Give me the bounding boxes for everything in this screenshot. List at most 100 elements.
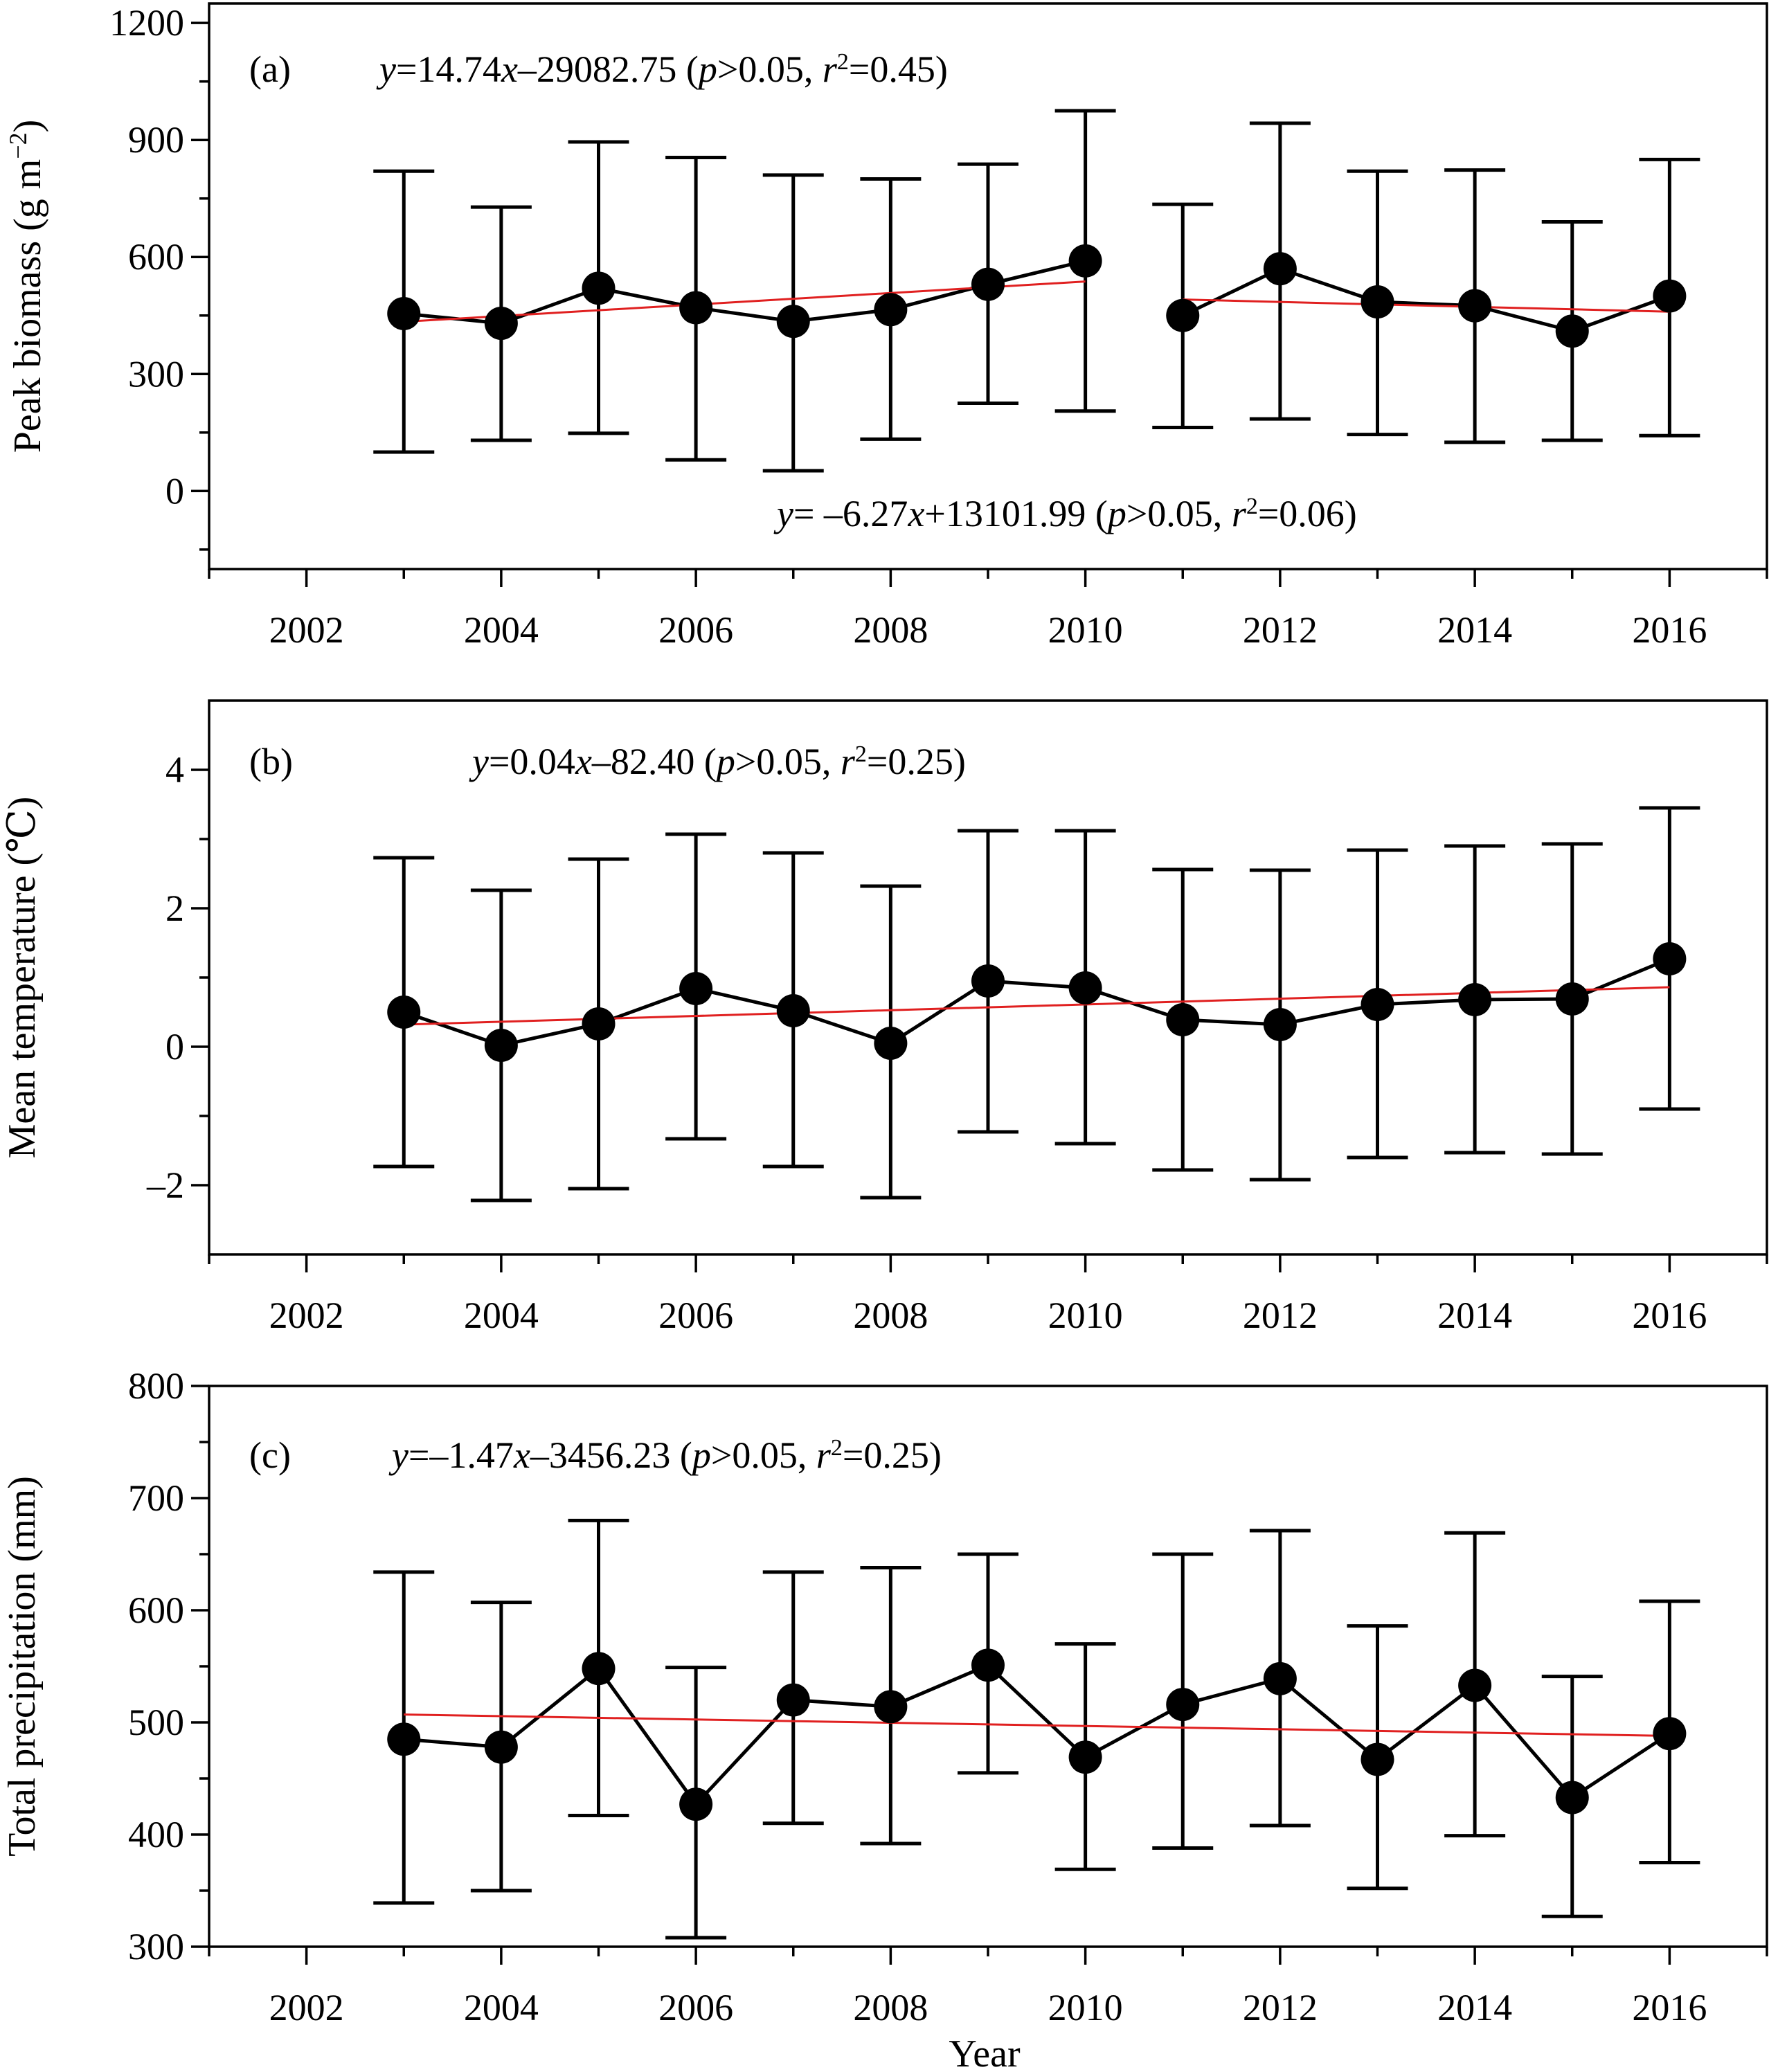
data-point xyxy=(1068,244,1102,278)
data-point xyxy=(582,1652,616,1686)
regression-equation-part: r xyxy=(841,741,856,782)
y-tick-label: 2 xyxy=(165,888,184,929)
trend-line xyxy=(404,280,1086,323)
regression-equation-part: =14.74 xyxy=(396,48,501,90)
regression-equation-part: >0.05, xyxy=(735,741,841,782)
regression-equation: y=0.04x–82.40 (p>0.05, r2=0.25) xyxy=(469,741,966,782)
data-point xyxy=(1555,982,1589,1016)
regression-equation-part: p xyxy=(696,48,717,90)
panel-a: 0 300 600 900 1200 2002 2004 2006 2008 2010 2012 20… xyxy=(4,2,1768,651)
regression-equation-part: –82.40 ( xyxy=(591,741,717,782)
data-point xyxy=(679,972,713,1005)
data-point xyxy=(1263,1661,1297,1695)
x-tick-label: 2012 xyxy=(1243,1295,1318,1336)
regression-equation-part: p xyxy=(690,1434,711,1476)
x-tick-label: 2006 xyxy=(658,609,733,651)
data-point xyxy=(776,994,810,1027)
data-point xyxy=(1458,1668,1492,1702)
regression-equation-part: =0.25) xyxy=(843,1434,942,1476)
regression-equation-part: =0.06) xyxy=(1258,493,1357,534)
panel-tag: (b) xyxy=(249,741,293,782)
x-tick-label: 2010 xyxy=(1048,1987,1123,2028)
panel-c: 300 400 500 600 700 800 2002 2004 2006 2008 2010 20… xyxy=(1,1365,1768,2028)
trend-line xyxy=(1183,298,1670,313)
regression-equation-part: >0.05, xyxy=(1126,493,1232,534)
x-tick-label: 2008 xyxy=(853,1295,928,1336)
data-point xyxy=(1361,988,1394,1021)
regression-equation-part: +13101.99 ( xyxy=(924,493,1107,534)
y-tick-label: 300 xyxy=(128,353,184,395)
y-tick-label: 1200 xyxy=(109,2,184,44)
y-axis-title: Peak biomass (g m−2) xyxy=(4,120,49,453)
x-tick-label: 2008 xyxy=(853,1987,928,2028)
x-tick-label: 2010 xyxy=(1048,1295,1123,1336)
regression-equation-part: =–1.47 xyxy=(408,1434,514,1476)
data-point xyxy=(971,267,1005,301)
x-tick-label: 2014 xyxy=(1437,1295,1512,1336)
data-point xyxy=(971,1648,1005,1682)
x-tick-label: 2014 xyxy=(1437,1987,1512,2028)
y-tick-label: 800 xyxy=(128,1365,184,1407)
regression-equation-part: r xyxy=(1232,493,1247,534)
panel-tag: (a) xyxy=(249,48,291,90)
data-point xyxy=(484,1029,518,1062)
trend-line xyxy=(404,1713,1670,1737)
regression-equation-part: >0.05, xyxy=(711,1434,816,1476)
data-point xyxy=(679,291,713,325)
regression-equation-part: =0.45) xyxy=(849,48,948,90)
regression-equation-part: x xyxy=(501,48,518,90)
data-point xyxy=(1166,298,1200,332)
y-tick-label: –2 xyxy=(146,1164,184,1206)
x-tick-label: 2004 xyxy=(464,609,539,651)
x-tick-label: 2004 xyxy=(464,1987,539,2028)
data-point xyxy=(1653,1717,1687,1751)
regression-equation-part: 2 xyxy=(831,1435,843,1461)
regression-equation-part: 2 xyxy=(1246,494,1258,519)
regression-equation-part: –3456.23 ( xyxy=(530,1434,692,1476)
x-tick-label: 2016 xyxy=(1632,1295,1707,1336)
y-tick-label: 300 xyxy=(128,1926,184,1967)
panel-b: –2 0 2 4 2002 2004 2006 2008 2010 2012 2014 2016 Mea… xyxy=(1,699,1768,1336)
regression-equation-part: y xyxy=(469,741,489,782)
y-tick-label: 600 xyxy=(128,236,184,278)
data-point xyxy=(484,307,518,341)
y-tick-label: 0 xyxy=(165,470,184,512)
regression-equation-part: = –6.27 xyxy=(793,493,908,534)
y-tick-label: 4 xyxy=(165,749,184,791)
regression-equation-part: y xyxy=(376,48,396,90)
data-point xyxy=(1166,1003,1200,1036)
x-tick-label: 2010 xyxy=(1048,609,1123,651)
regression-equation: y= –6.27x+13101.99 (p>0.05, r2=0.06) xyxy=(773,493,1357,534)
x-tick-label: 2006 xyxy=(658,1987,733,2028)
x-tick-label: 2002 xyxy=(269,1987,344,2028)
data-point xyxy=(1653,279,1687,313)
x-tick-label: 2004 xyxy=(464,1295,539,1336)
data-point xyxy=(1458,289,1492,323)
data-point xyxy=(582,1007,616,1040)
regression-equation-part: x xyxy=(575,741,592,782)
data-point xyxy=(1263,252,1297,286)
regression-equation-part: =0.04 xyxy=(489,741,575,782)
regression-equation-part: p xyxy=(1105,493,1126,534)
regression-equation-part: r xyxy=(816,1434,832,1476)
regression-equation-part: r xyxy=(823,48,838,90)
x-tick-label: 2016 xyxy=(1632,1987,1707,2028)
regression-equation-part: y xyxy=(773,493,793,534)
trend-line xyxy=(404,986,1670,1026)
y-tick-label: 400 xyxy=(128,1814,184,1855)
y-axis-title-part: −2 xyxy=(4,132,32,159)
x-axis-title: Year xyxy=(949,2033,1021,2072)
y-axis-title-part: Peak biomass (g m xyxy=(6,159,49,453)
y-tick-label: 700 xyxy=(128,1477,184,1519)
data-point xyxy=(1263,1008,1297,1041)
series-line xyxy=(1182,267,1671,333)
data-point xyxy=(776,1683,810,1717)
panel-tag: (c) xyxy=(249,1434,291,1476)
data-point xyxy=(484,1730,518,1764)
data-point xyxy=(679,1787,713,1821)
y-axis-title: Mean temperature (℃) xyxy=(1,797,44,1159)
regression-equation-part: p xyxy=(714,741,735,782)
x-tick-label: 2016 xyxy=(1632,609,1707,651)
data-point xyxy=(387,1722,421,1756)
